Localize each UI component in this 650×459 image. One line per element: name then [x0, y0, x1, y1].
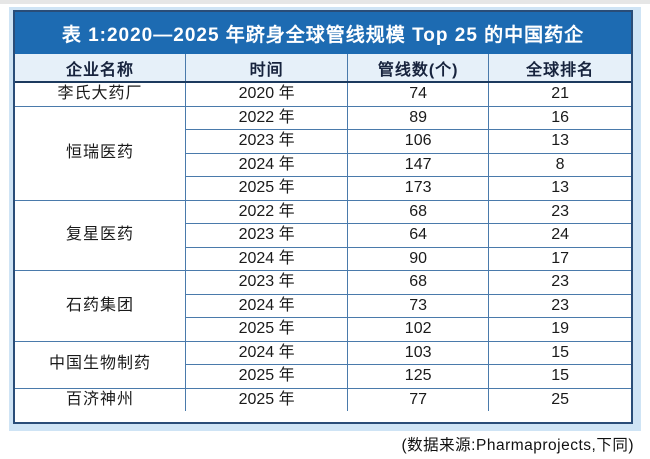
global-rank-cell: 17 [488, 246, 631, 271]
table-row: 2025 年 125 15 [15, 364, 631, 389]
year-cell: 2025 年 [185, 364, 349, 389]
pipeline-count-cell: 103 [347, 340, 490, 365]
pipeline-table-card: 表 1:2020—2025 年跻身全球管线规模 Top 25 的中国药企 企业名… [13, 10, 633, 424]
company-cell: 百济神州 [15, 387, 187, 411]
company-cell: 中国生物制药 [15, 340, 187, 389]
year-cell: 2024 年 [185, 340, 349, 365]
column-header-year: 时间 [185, 54, 349, 83]
pipeline-count-cell: 147 [347, 152, 490, 177]
global-rank-cell: 23 [488, 270, 631, 295]
table-row: 2023 年 64 24 [15, 223, 631, 248]
company-cell: 恒瑞医药 [15, 105, 187, 201]
table-row: 2025 年 173 13 [15, 176, 631, 201]
global-rank-cell: 8 [488, 152, 631, 177]
global-rank-cell: 23 [488, 293, 631, 318]
global-rank-cell: 13 [488, 176, 631, 201]
year-cell: 2024 年 [185, 293, 349, 318]
column-header-global-rank: 全球排名 [488, 54, 631, 83]
global-rank-cell: 24 [488, 223, 631, 248]
pipeline-count-cell: 106 [347, 129, 490, 154]
global-rank-cell: 15 [488, 364, 631, 389]
table-row: 恒瑞医药 2022 年 89 16 [15, 105, 631, 201]
table-row: 百济神州 2025 年 77 25 [15, 387, 631, 411]
column-header-company: 企业名称 [15, 54, 187, 83]
pipeline-count-cell: 89 [347, 105, 490, 130]
table-row: 复星医药 2022 年 68 23 [15, 199, 631, 271]
pipeline-count-cell: 125 [347, 364, 490, 389]
table-row: 石药集团 2023 年 68 23 [15, 270, 631, 342]
pipeline-count-cell: 90 [347, 246, 490, 271]
year-cell: 2023 年 [185, 223, 349, 248]
global-rank-cell: 23 [488, 199, 631, 224]
company-cell: 李氏大药厂 [15, 81, 187, 107]
year-cell: 2022 年 [185, 199, 349, 224]
pipeline-count-cell: 74 [347, 81, 490, 107]
pipeline-table: 企业名称 时间 管线数(个) 全球排名 李氏大药厂 2020 年 74 21 恒瑞医药 2… [15, 54, 631, 411]
pipeline-count-cell: 64 [347, 223, 490, 248]
page-top-edge [0, 0, 650, 4]
column-header-pipeline-count: 管线数(个) [347, 54, 490, 83]
table-row: 李氏大药厂 2020 年 74 21 [15, 81, 631, 107]
table-row: 中国生物制药 2024 年 103 15 [15, 340, 631, 389]
global-rank-cell: 25 [488, 387, 631, 411]
year-cell: 2024 年 [185, 152, 349, 177]
global-rank-cell: 19 [488, 317, 631, 342]
year-cell: 2020 年 [185, 81, 349, 107]
company-cell: 石药集团 [15, 270, 187, 342]
header-row: 企业名称 时间 管线数(个) 全球排名 [15, 54, 631, 83]
table-row: 2024 年 147 8 [15, 152, 631, 177]
year-cell: 2025 年 [185, 176, 349, 201]
global-rank-cell: 16 [488, 105, 631, 130]
table-row: 2023 年 106 13 [15, 129, 631, 154]
table-title-bar: 表 1:2020—2025 年跻身全球管线规模 Top 25 的中国药企 [15, 12, 631, 54]
global-rank-cell: 13 [488, 129, 631, 154]
table-title: 表 1:2020—2025 年跻身全球管线规模 Top 25 的中国药企 [61, 24, 585, 46]
year-cell: 2025 年 [185, 387, 349, 411]
pipeline-count-cell: 73 [347, 293, 490, 318]
table-row: 2024 年 90 17 [15, 246, 631, 271]
year-cell: 2024 年 [185, 246, 349, 271]
company-cell: 复星医药 [15, 199, 187, 271]
global-rank-cell: 21 [488, 81, 631, 107]
data-source-note: (数据来源:Pharmaprojects,下同) [401, 437, 634, 454]
pipeline-count-cell: 173 [347, 176, 490, 201]
pipeline-count-cell: 102 [347, 317, 490, 342]
table-body: 李氏大药厂 2020 年 74 21 恒瑞医药 2022 年 89 16 2023 年 106 13… [15, 81, 631, 411]
year-cell: 2023 年 [185, 270, 349, 295]
pipeline-count-cell: 68 [347, 270, 490, 295]
table-row: 2025 年 102 19 [15, 317, 631, 342]
year-cell: 2025 年 [185, 317, 349, 342]
table-row: 2024 年 73 23 [15, 293, 631, 318]
pipeline-count-cell: 77 [347, 387, 490, 411]
global-rank-cell: 15 [488, 340, 631, 365]
year-cell: 2023 年 [185, 129, 349, 154]
year-cell: 2022 年 [185, 105, 349, 130]
pipeline-count-cell: 68 [347, 199, 490, 224]
